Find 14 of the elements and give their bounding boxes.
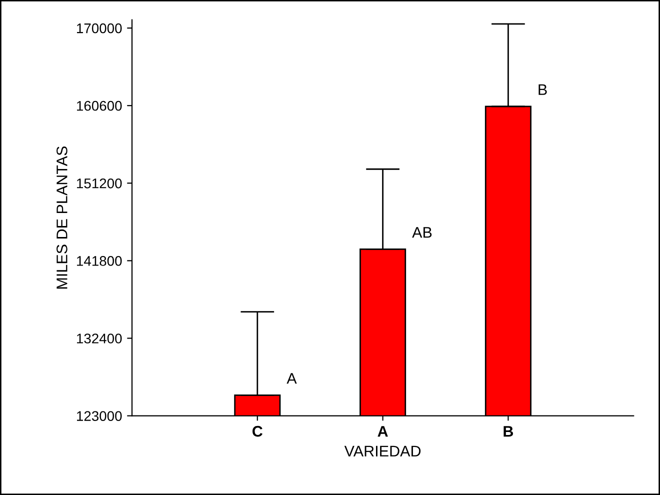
annotation: AB xyxy=(412,227,432,238)
x-axis-title: VARIEDAD xyxy=(344,446,421,456)
annotation: A xyxy=(286,373,297,384)
y-tick-label: 123000 xyxy=(76,411,122,421)
x-tick-label: B xyxy=(504,426,514,437)
y-tick-label: 151200 xyxy=(76,178,122,188)
y-tick-label: 141800 xyxy=(76,256,122,266)
annotation: B xyxy=(538,84,547,95)
x-tick-label: A xyxy=(378,426,388,437)
y-tick-label: 160600 xyxy=(76,100,122,111)
y-tick-label: 132400 xyxy=(76,334,122,344)
x-tick-label: C xyxy=(252,426,262,437)
y-tick-label: 170000 xyxy=(76,23,122,34)
y-axis-title: MILES DE PLANTAS xyxy=(56,146,68,289)
